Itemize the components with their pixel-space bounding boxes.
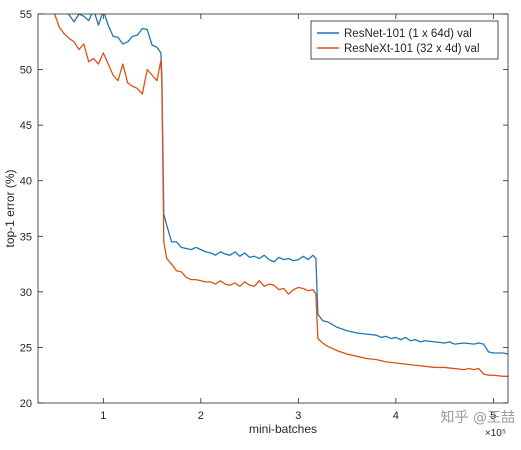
y-tick-label: 20 bbox=[20, 398, 32, 410]
y-tick-label: 50 bbox=[20, 65, 32, 77]
y-tick-label: 55 bbox=[20, 9, 32, 21]
y-tick-label: 30 bbox=[20, 287, 32, 299]
x-exponent-label: ×10⁵ bbox=[485, 428, 506, 439]
y-tick-label: 35 bbox=[20, 231, 32, 243]
x-tick-label: 2 bbox=[198, 410, 204, 422]
y-axis-label: top-1 error (%) bbox=[3, 169, 17, 247]
series-line-2 bbox=[53, 14, 508, 377]
y-tick-label: 40 bbox=[20, 176, 32, 188]
y-tick-label: 25 bbox=[20, 342, 32, 354]
x-tick-label: 5 bbox=[490, 410, 496, 422]
x-tick-label: 4 bbox=[393, 410, 399, 422]
axes-box bbox=[37, 13, 509, 404]
x-tick-label: 1 bbox=[100, 410, 106, 422]
legend-label-2: ResNeXt-101 (32 x 4d) val bbox=[344, 43, 480, 55]
legend-label-1: ResNet-101 (1 x 64d) val bbox=[344, 28, 472, 40]
x-axis-label: mini-batches bbox=[249, 422, 317, 436]
watermark-text: 知乎 @王喆 bbox=[440, 410, 515, 426]
x-tick-label: 3 bbox=[295, 410, 301, 422]
series-line-1 bbox=[67, 14, 508, 355]
y-tick-label: 45 bbox=[20, 120, 32, 132]
legend-box bbox=[310, 20, 499, 60]
